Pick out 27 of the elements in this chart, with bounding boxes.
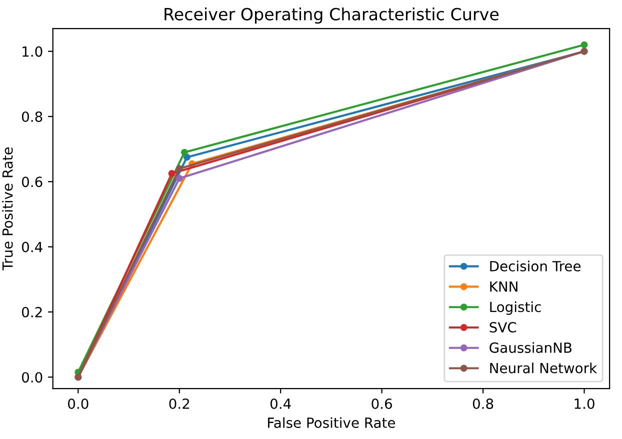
legend-label: GaussianNB	[490, 342, 572, 353]
y-tick-label: 0.6	[22, 176, 42, 188]
point	[180, 148, 188, 156]
legend-label: KNN	[490, 281, 518, 292]
point	[184, 154, 190, 161]
y-tick-label: 0.4	[22, 242, 42, 252]
legend-label: Logistic	[490, 301, 541, 315]
point	[176, 174, 183, 182]
x-tick-label: 0.8	[472, 398, 494, 409]
point	[176, 165, 183, 172]
y-tick-label: 0.8	[22, 111, 42, 122]
x-axis-title: False Positive Rate	[268, 417, 396, 428]
x-tick-label: 0.6	[372, 398, 392, 409]
y-axis-title: True Positive Rate	[2, 147, 13, 270]
x-tick-label: 1.0	[574, 398, 594, 409]
y-tick-label: 1.0	[22, 46, 42, 57]
legend-label: Neural Network	[490, 362, 598, 374]
x-tick-label: 0.4	[270, 398, 291, 409]
point	[168, 170, 176, 177]
y-tick-label: 0.2	[22, 306, 42, 318]
x-tick-label: 0.0	[68, 398, 88, 409]
x-tick-label: 0.2	[169, 398, 190, 409]
point	[580, 41, 588, 48]
y-tick-label: 0.0	[22, 372, 42, 383]
legend-label: SVC	[490, 322, 516, 333]
legend-label: Decision Tree	[490, 260, 581, 272]
chart-title: Receiver Operating Characteristic Curve	[164, 8, 499, 24]
